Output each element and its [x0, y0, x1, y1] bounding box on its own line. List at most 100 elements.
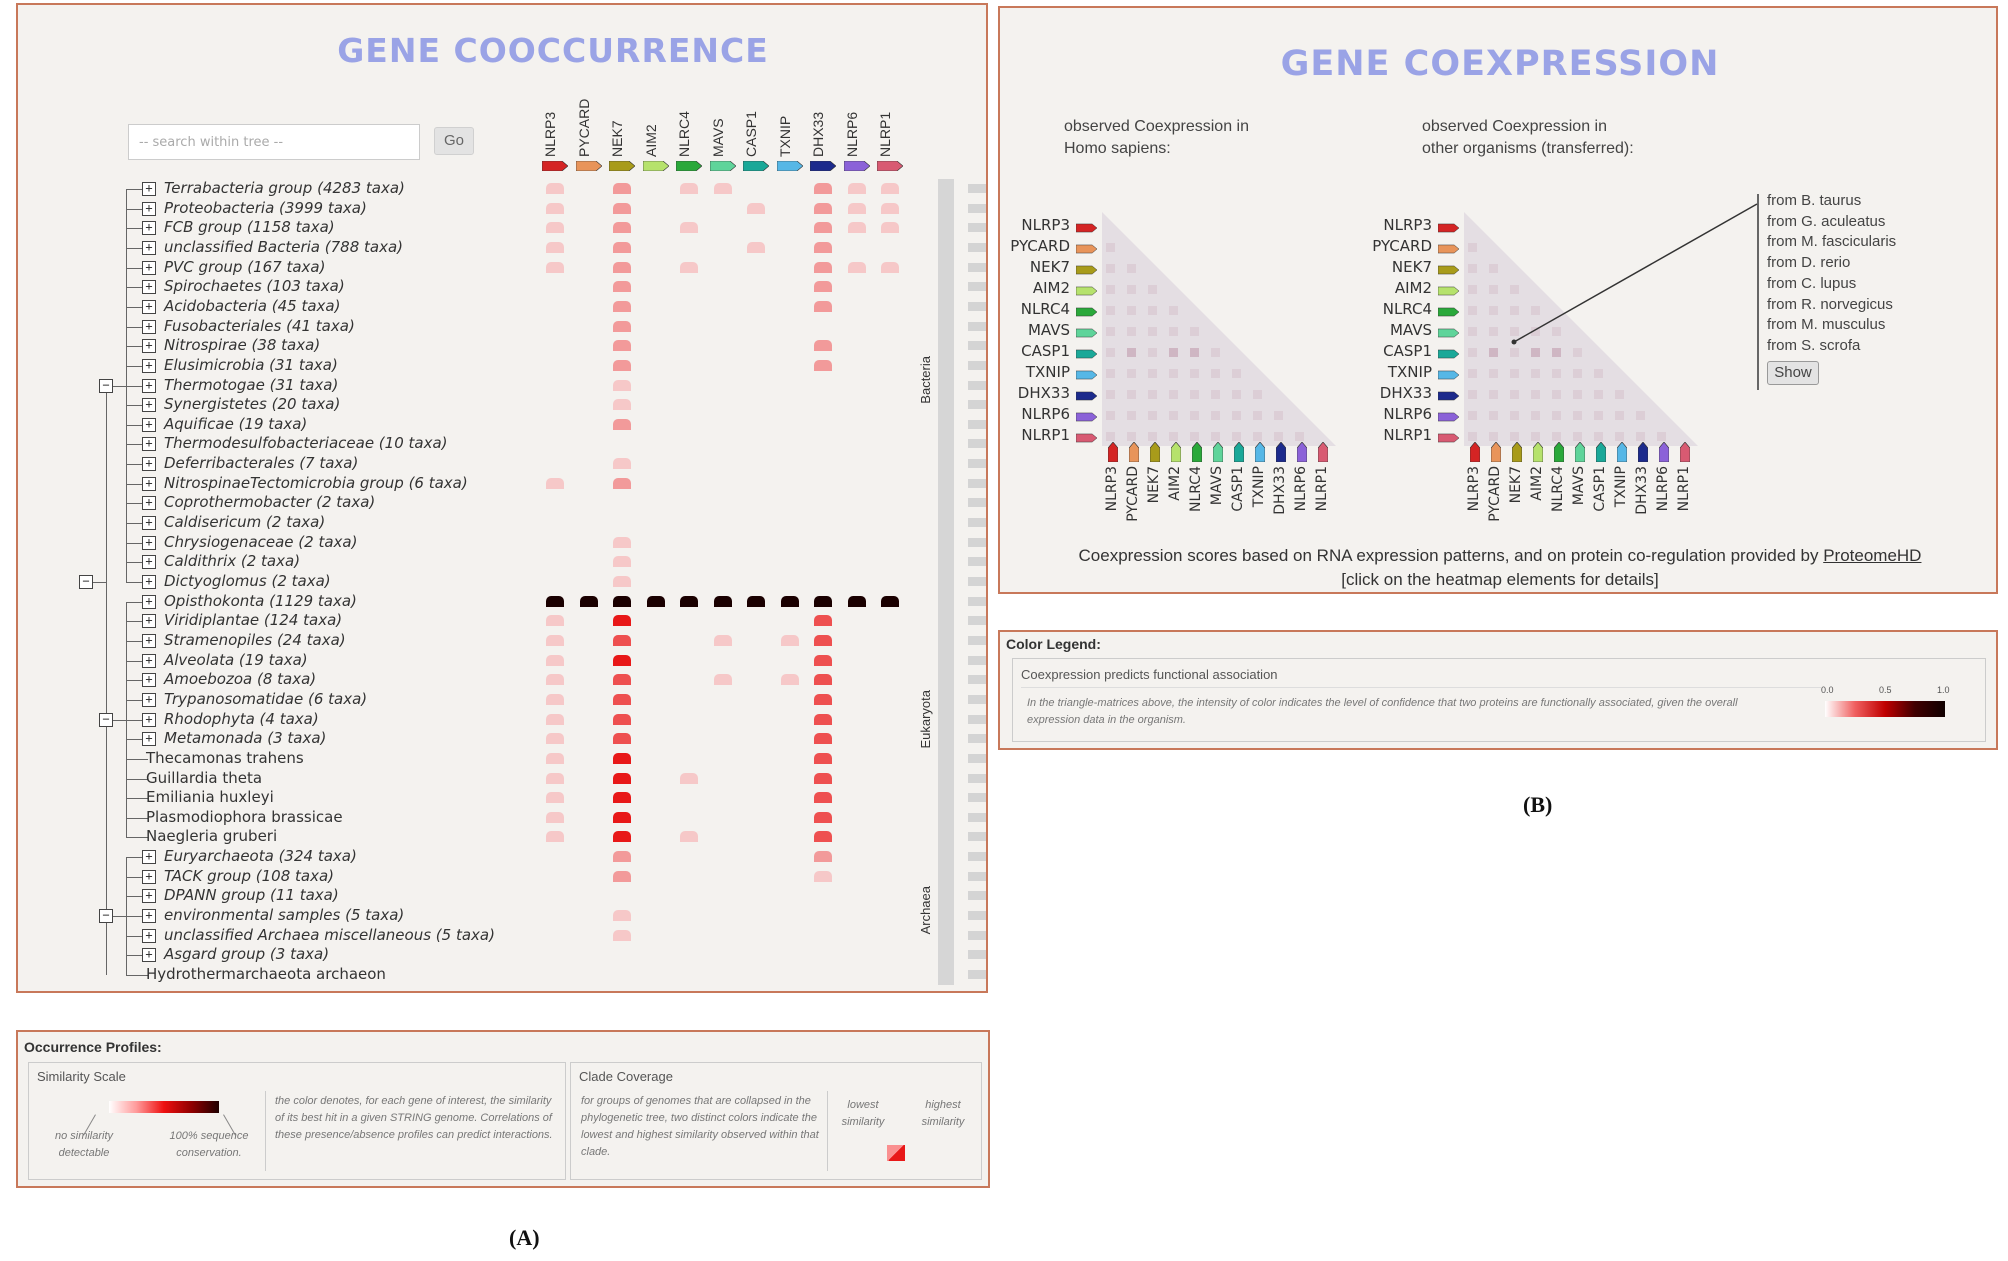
occurrence-cell[interactable] [713, 674, 732, 686]
occurrence-cell[interactable] [814, 340, 832, 352]
matrix-cell[interactable] [1148, 432, 1157, 441]
occurrence-cell[interactable] [780, 634, 799, 646]
matrix-cell[interactable] [1190, 348, 1199, 357]
occurrence-cell[interactable] [680, 595, 698, 607]
matrix-cell[interactable] [1510, 348, 1519, 357]
matrix-cell[interactable] [1531, 369, 1540, 378]
expand-toggle[interactable]: + [142, 319, 156, 334]
occurrence-cell[interactable] [814, 693, 832, 705]
matrix-cell[interactable] [1552, 390, 1561, 399]
taxon-label[interactable]: Trypanosomatidae (6 taxa) [164, 689, 368, 708]
matrix-cell[interactable] [1127, 369, 1136, 378]
matrix-cell[interactable] [1106, 411, 1115, 420]
matrix-cell[interactable] [1295, 432, 1304, 441]
matrix-cell[interactable] [1468, 411, 1477, 420]
occurrence-cell[interactable] [546, 241, 564, 253]
expand-toggle[interactable]: + [142, 712, 156, 727]
occurrence-cell[interactable] [613, 379, 631, 391]
taxon-label[interactable]: FCB group (1158 taxa) [164, 218, 335, 237]
taxon-label[interactable]: Euryarchaeota (324 taxa) [164, 847, 357, 866]
expand-toggle[interactable]: + [142, 594, 156, 609]
show-button[interactable]: Show [1767, 361, 1819, 385]
expand-toggle[interactable]: + [142, 496, 156, 511]
occurrence-cell[interactable] [546, 674, 564, 686]
occurrence-cell[interactable] [814, 752, 832, 764]
occurrence-cell[interactable] [847, 261, 866, 273]
matrix-cell[interactable] [1489, 306, 1498, 315]
occurrence-cell[interactable] [814, 654, 832, 666]
matrix-cell[interactable] [1106, 264, 1115, 273]
occurrence-cell[interactable] [613, 399, 631, 411]
expand-toggle[interactable]: + [142, 358, 156, 373]
matrix-cell[interactable] [1594, 369, 1603, 378]
occurrence-cell[interactable] [613, 752, 631, 764]
occurrence-cell[interactable] [613, 910, 631, 922]
expand-toggle[interactable]: + [142, 476, 156, 491]
taxon-label[interactable]: Emiliania huxleyi [146, 788, 274, 807]
occurrence-cell[interactable] [613, 831, 631, 843]
matrix-cell[interactable] [1573, 348, 1582, 357]
matrix-cell[interactable] [1594, 411, 1603, 420]
matrix-cell[interactable] [1489, 264, 1498, 273]
matrix-cell[interactable] [1169, 327, 1178, 336]
matrix-cell[interactable] [1169, 411, 1178, 420]
expand-toggle[interactable]: + [142, 417, 156, 432]
occurrence-cell[interactable] [613, 792, 631, 804]
taxon-label[interactable]: Dictyoglomus (2 taxa) [164, 572, 331, 590]
species-item[interactable]: from S. scrofa [1767, 336, 1861, 354]
taxon-label[interactable]: Guillardia theta [146, 768, 263, 787]
taxon-label[interactable]: Alveolata (19 taxa) [164, 650, 308, 669]
matrix-cell[interactable] [1190, 327, 1199, 336]
occurrence-cell[interactable] [546, 654, 564, 666]
species-item[interactable]: from M. fascicularis [1767, 233, 1897, 251]
occurrence-cell[interactable] [613, 733, 631, 745]
taxon-label[interactable]: Metamonada (3 taxa) [164, 729, 327, 748]
occurrence-cell[interactable] [814, 595, 832, 607]
matrix-cell[interactable] [1657, 432, 1666, 441]
matrix-cell[interactable] [1232, 369, 1241, 378]
occurrence-cell[interactable] [814, 261, 832, 273]
occurrence-cell[interactable] [613, 811, 631, 823]
matrix-cell[interactable] [1636, 432, 1645, 441]
occurrence-cell[interactable] [613, 222, 631, 234]
occurrence-cell[interactable] [613, 261, 631, 273]
taxon-label[interactable]: Caldisericum (2 taxa) [164, 513, 326, 532]
matrix-cell[interactable] [1211, 369, 1220, 378]
occurrence-cell[interactable] [546, 693, 564, 705]
taxon-label[interactable]: Synergistetes (20 taxa) [164, 395, 341, 414]
matrix-cell[interactable] [1594, 432, 1603, 441]
occurrence-cell[interactable] [613, 556, 631, 568]
occurrence-cell[interactable] [814, 674, 832, 686]
matrix-cell[interactable] [1489, 369, 1498, 378]
occurrence-cell[interactable] [713, 595, 732, 607]
occurrence-cell[interactable] [814, 870, 832, 882]
occurrence-cell[interactable] [780, 595, 799, 607]
expand-toggle[interactable]: + [142, 182, 156, 196]
matrix-cell[interactable] [1531, 411, 1540, 420]
occurrence-cell[interactable] [680, 772, 698, 784]
occurrence-cell[interactable] [747, 595, 765, 607]
expand-toggle[interactable]: + [142, 535, 156, 550]
occurrence-cell[interactable] [814, 183, 832, 194]
matrix-cell[interactable] [1615, 411, 1624, 420]
matrix-cell[interactable] [1106, 306, 1115, 315]
matrix-cell[interactable] [1510, 411, 1519, 420]
occurrence-cell[interactable] [747, 202, 765, 214]
occurrence-cell[interactable] [613, 870, 631, 882]
occurrence-cell[interactable] [881, 261, 899, 273]
expand-toggle[interactable]: + [142, 516, 156, 531]
matrix-cell[interactable] [1489, 285, 1498, 294]
matrix-cell[interactable] [1636, 411, 1645, 420]
taxon-label[interactable]: Caldithrix (2 taxa) [164, 552, 301, 571]
occurrence-cell[interactable] [814, 733, 832, 745]
taxon-label[interactable]: Nitrospirae (38 taxa) [164, 336, 321, 355]
occurrence-cell[interactable] [814, 241, 832, 253]
expand-toggle[interactable]: + [142, 653, 156, 668]
matrix-cell[interactable] [1106, 390, 1115, 399]
matrix-cell[interactable] [1510, 369, 1519, 378]
expand-toggle[interactable]: + [142, 260, 156, 275]
search-input[interactable]: -- search within tree -- [128, 124, 420, 160]
matrix-cell[interactable] [1468, 306, 1477, 315]
matrix-cell[interactable] [1510, 432, 1519, 441]
occurrence-cell[interactable] [613, 772, 631, 784]
